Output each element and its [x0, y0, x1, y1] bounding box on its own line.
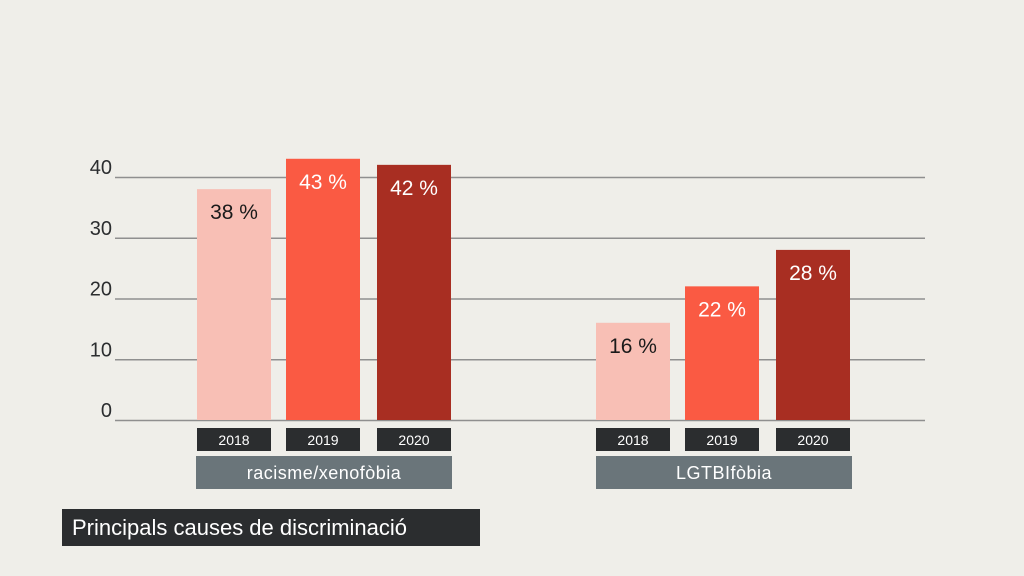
year-label: 2020 — [797, 432, 828, 448]
year-label: 2018 — [218, 432, 249, 448]
bar-value-label: 16 % — [609, 335, 657, 358]
bar-value-label: 42 % — [390, 177, 438, 200]
group-box — [196, 456, 452, 489]
year-box — [197, 428, 271, 451]
year-label: 2020 — [398, 432, 429, 448]
year-box — [286, 428, 360, 451]
bar-value-label: 28 % — [789, 262, 837, 285]
y-tick-label: 0 — [101, 400, 112, 422]
year-label: 2019 — [706, 432, 737, 448]
bar — [377, 164, 451, 420]
y-tick-label: 10 — [90, 339, 112, 361]
bar — [685, 286, 759, 420]
group-label: LGTBIfòbia — [676, 463, 773, 483]
bar-value-label: 38 % — [210, 201, 258, 224]
bar — [286, 158, 360, 420]
year-box — [776, 428, 850, 451]
bar — [776, 249, 850, 420]
year-box — [596, 428, 670, 451]
group-label: racisme/xenofòbia — [247, 463, 402, 483]
year-box — [377, 428, 451, 451]
y-tick-label: 20 — [90, 279, 112, 301]
year-label: 2019 — [307, 432, 338, 448]
bar — [596, 322, 670, 420]
y-tick-label: 40 — [90, 157, 112, 179]
group-box — [596, 456, 852, 489]
year-box — [685, 428, 759, 451]
bar — [197, 189, 271, 420]
y-tick-label: 30 — [90, 218, 112, 240]
bar-value-label: 22 % — [698, 298, 746, 321]
chart-title: Principals causes de discriminació — [62, 509, 480, 546]
year-label: 2018 — [617, 432, 648, 448]
bar-value-label: 43 % — [299, 171, 347, 194]
